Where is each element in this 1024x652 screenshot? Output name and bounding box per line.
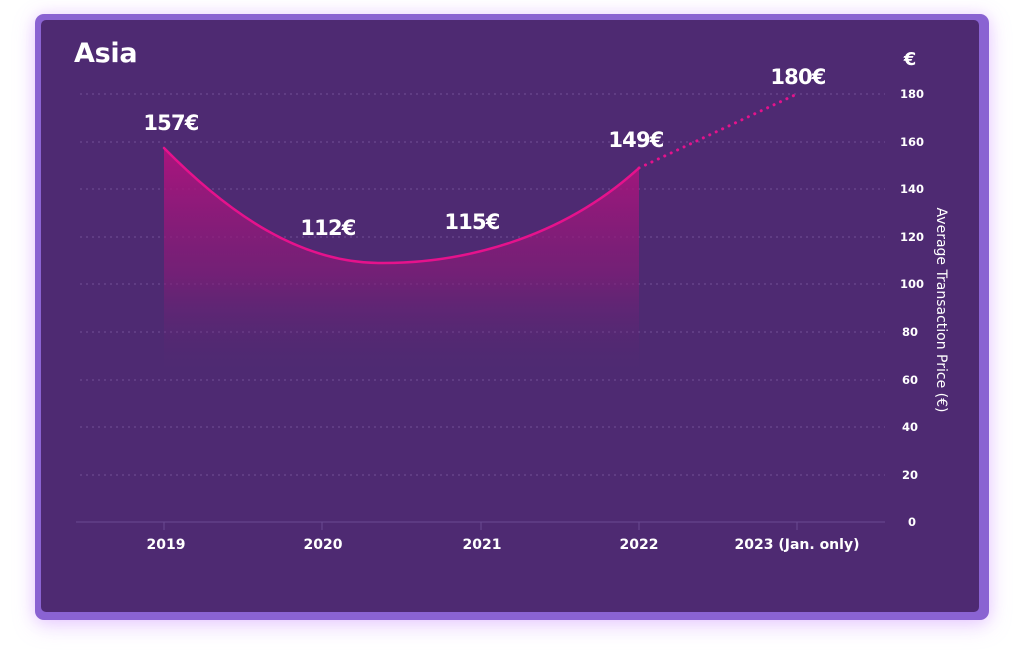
projection-line [637,92,799,170]
x-tick: 2019 [147,537,186,553]
y-tick: 80 [902,325,918,339]
chart-panel: Asia [41,20,979,612]
y-tick: 100 [900,277,924,291]
data-label-2023: 180€ [770,65,825,89]
chart-card-frame: Asia [35,14,989,620]
x-tick: 2023 (Jan. only) [735,537,860,553]
y-tick: 0 [908,515,916,529]
y-tick: 20 [902,468,918,482]
x-tick: 2020 [304,537,343,553]
area-fill [164,148,639,380]
x-tick: 2022 [620,537,659,553]
data-label-2019: 157€ [143,111,198,135]
data-label-2022: 149€ [608,128,663,152]
y-axis-title: Average Transaction Price (€) [933,208,949,413]
area-chart: 157€ 112€ 115€ 149€ 180€ € 0 20 40 60 80… [76,49,949,553]
y-tick: 180 [900,87,924,101]
y-tick: 140 [900,182,924,196]
chart-title: Asia [74,38,138,69]
y-axis-labels: € 0 20 40 60 80 100 120 140 160 180 [900,49,924,529]
trend-line [162,146,641,265]
y-tick: 160 [900,135,924,149]
x-tick: 2021 [463,537,502,553]
data-label-2021: 115€ [444,210,499,234]
y-tick: 120 [900,230,924,244]
data-labels: 157€ 112€ 115€ 149€ 180€ [143,65,826,240]
y-axis-unit: € [903,49,917,70]
y-tick: 40 [902,420,918,434]
data-label-2020: 112€ [300,216,355,240]
y-tick: 60 [902,373,918,387]
x-axis [76,521,885,530]
x-axis-labels: 2019 2020 2021 2022 2023 (Jan. only) [147,537,860,553]
